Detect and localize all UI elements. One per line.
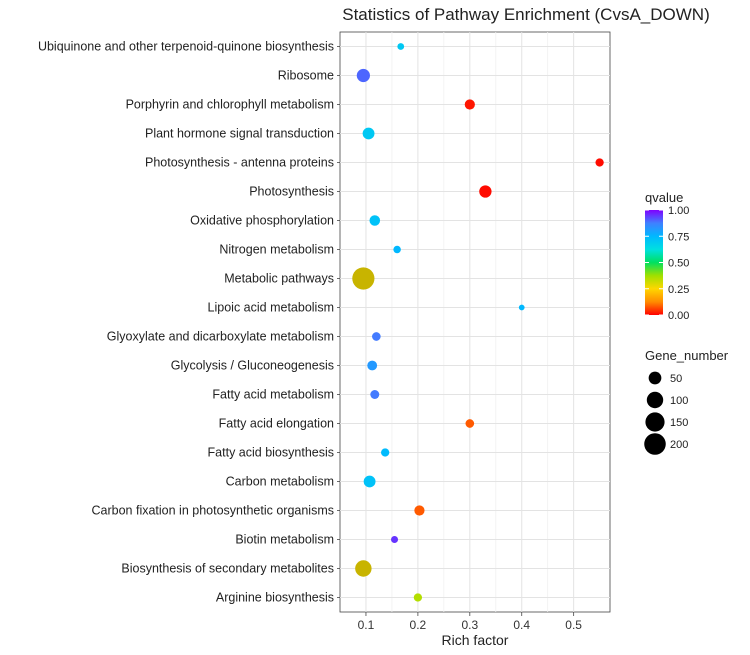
data-point [413,593,423,602]
x-tick-label: 0.1 [358,618,375,632]
data-point [479,185,492,198]
qvalue-legend-label: 0.75 [668,231,689,243]
x-axis-title: Rich factor [442,632,509,648]
data-point [595,158,604,167]
x-tick-label: 0.3 [461,618,478,632]
category-label: Lipoic acid metabolism [208,301,334,315]
category-label: Fatty acid elongation [219,417,334,431]
size-legend-dot [645,412,665,432]
qvalue-legend-label: 0.00 [668,310,689,322]
category-label: Metabolic pathways [224,272,334,286]
qvalue-legend-label: 1.00 [668,205,689,217]
size-legend-dot [644,433,666,455]
category-label: Ubiquinone and other terpenoid-quinone b… [38,40,334,54]
category-label: Nitrogen metabolism [219,243,334,257]
gene-number-legend-label: 150 [670,417,688,429]
size-legend-dot [648,371,662,385]
gene-number-legend-label: 200 [670,439,688,451]
x-tick-label: 0.2 [410,618,427,632]
category-label: Fatty acid metabolism [212,388,334,402]
data-point [362,127,375,140]
size-legend-dot [646,391,664,409]
y-axis-category-labels: Ubiquinone and other terpenoid-quinone b… [38,40,340,605]
qvalue-legend-title: qvalue [645,190,683,205]
data-point [363,475,376,488]
gene-number-legend-label: 100 [670,395,688,407]
data-point [381,448,390,457]
data-point [391,535,399,544]
category-label: Biotin metabolism [235,533,334,547]
qvalue-legend-label: 0.25 [668,284,689,296]
data-point [355,560,372,577]
category-label: Photosynthesis - antenna proteins [145,156,334,170]
category-label: Glyoxylate and dicarboxylate metabolism [107,330,334,344]
chart-title: Statistics of Pathway Enrichment (CvsA_D… [342,5,709,24]
gene-number-legend-label: 50 [670,373,682,385]
category-label: Ribosome [278,69,334,83]
category-label: Oxidative phosphorylation [190,214,334,228]
category-label: Carbon metabolism [226,475,334,489]
category-label: Arginine biosynthesis [216,591,334,605]
qvalue-legend-label: 0.50 [668,258,689,270]
data-point [414,505,425,516]
data-point [465,419,475,428]
grid-lines [340,32,610,612]
x-axis-ticks: 0.1 0.2 0.3 0.4 0.5 [358,612,582,632]
data-point [518,304,525,311]
data-point [397,43,405,50]
gene-number-legend: Gene_number 50 100 150 200 [644,348,729,455]
data-point [369,215,381,226]
x-tick-label: 0.4 [513,618,530,632]
category-label: Fatty acid biosynthesis [208,446,334,460]
category-label: Carbon fixation in photosynthetic organi… [92,504,335,518]
data-point [352,267,375,290]
category-label: Porphyrin and chlorophyll metabolism [126,98,334,112]
data-point [464,99,475,110]
gene-number-legend-title: Gene_number [645,348,729,363]
category-label: Plant hormone signal transduction [145,127,334,141]
category-label: Photosynthesis [249,185,334,199]
data-point [356,68,370,83]
qvalue-color-bar [645,210,663,315]
data-points [352,43,604,602]
x-tick-label: 0.5 [565,618,582,632]
category-label: Glycolysis / Gluconeogenesis [171,359,334,373]
data-point [367,360,378,371]
data-point [393,245,401,254]
qvalue-legend: qvalue 0.00 0.25 0.50 0.75 1.00 [645,190,689,322]
data-point [372,332,381,341]
data-point [370,390,380,399]
category-label: Biosynthesis of secondary metabolites [121,562,334,576]
plot-panel [339,31,611,613]
